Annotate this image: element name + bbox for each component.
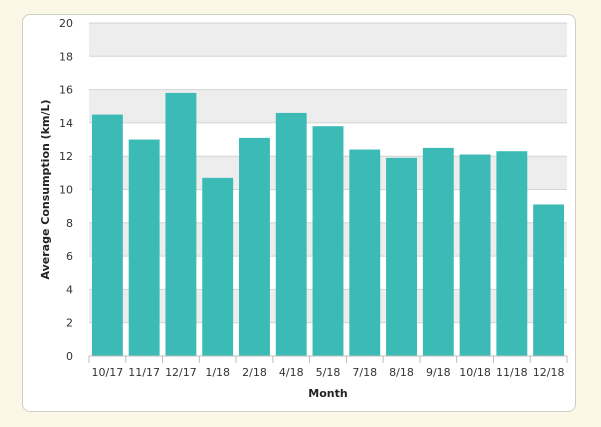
bar [91,114,123,356]
bars [91,92,565,357]
x-tick-label: 2/18 [242,366,267,379]
y-tick-label: 2 [66,317,73,330]
bar [312,126,344,356]
bar [422,147,454,356]
y-tick-label: 4 [66,283,73,296]
y-axis-ticks: 0 2 4 6 8 10 12 14 16 18 20 [59,17,73,363]
bar [275,112,307,356]
x-axis-ticks: 10/17 11/17 12/17 1/18 2/18 4/18 5/18 7/18 8/18 9… [88,356,568,379]
y-axis-title: Average Consumption (km/L) [39,99,52,279]
x-tick-label: 11/18 [496,366,528,379]
y-tick-label: 14 [59,117,73,130]
x-tick-label: 7/18 [352,366,377,379]
y-tick-label: 16 [59,84,73,97]
y-tick-label: 6 [66,250,73,263]
x-tick-label: 5/18 [316,366,341,379]
x-tick-label: 9/18 [426,366,451,379]
y-tick-label: 10 [59,184,73,197]
bar [349,149,381,356]
y-tick-label: 20 [59,17,73,30]
bar [496,151,528,356]
y-tick-label: 12 [59,150,73,163]
bar [533,204,565,356]
x-axis-title: Month [308,387,347,400]
y-tick-label: 0 [66,350,73,363]
bar [202,177,234,356]
x-tick-label: 10/17 [92,366,124,379]
x-tick-label: 12/17 [165,366,197,379]
x-tick-label: 12/18 [533,366,565,379]
band [89,89,567,123]
x-tick-label: 1/18 [205,366,230,379]
x-tick-label: 11/17 [128,366,160,379]
bar [239,137,270,356]
bar [165,92,197,357]
x-tick-label: 8/18 [389,366,414,379]
x-tick-label: 10/18 [459,366,491,379]
bar [459,154,491,356]
x-tick-label: 4/18 [279,366,304,379]
y-tick-label: 8 [66,217,73,230]
y-tick-label: 18 [59,50,73,63]
bar [386,157,417,356]
bar [128,139,160,356]
band [89,23,567,57]
